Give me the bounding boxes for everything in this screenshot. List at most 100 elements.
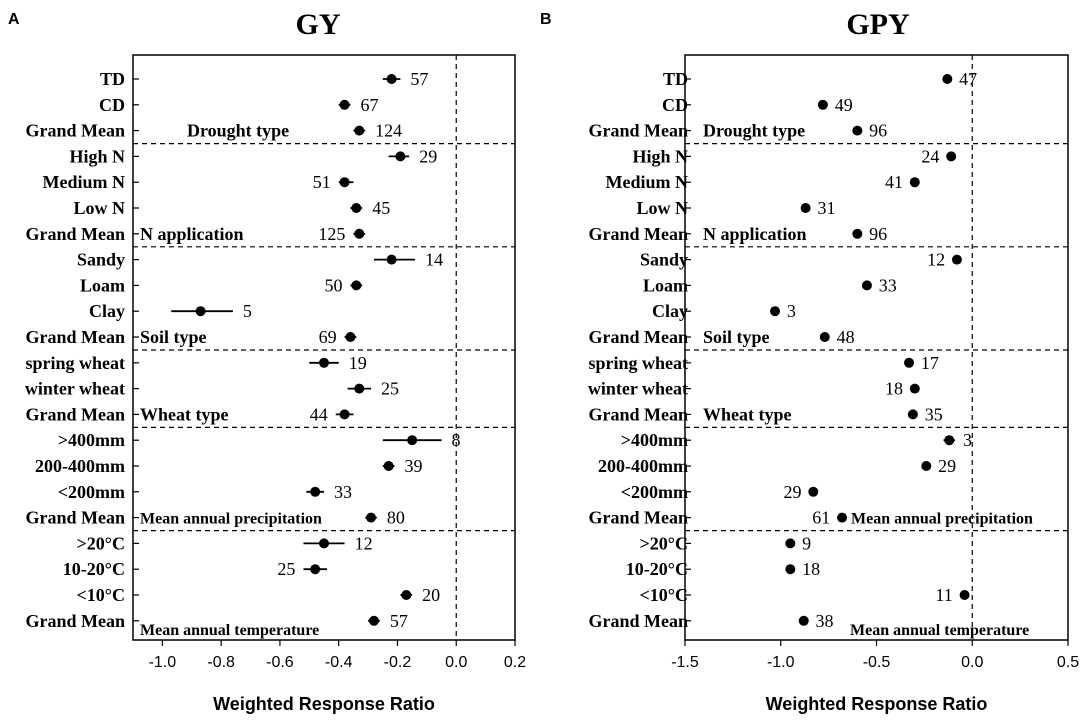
category-label: spring wheat xyxy=(588,353,688,373)
sample-size-label: 57 xyxy=(410,69,428,89)
category-label: Grand Mean xyxy=(588,508,688,528)
x-tick-label: -1.5 xyxy=(671,654,699,671)
sample-size-label: 61 xyxy=(812,508,830,528)
sample-size-label: 29 xyxy=(783,482,801,502)
effect-size-point xyxy=(798,615,809,626)
sample-size-label: 18 xyxy=(802,559,820,579)
sample-size-label: 12 xyxy=(927,250,945,270)
sample-size-label: 12 xyxy=(355,533,373,553)
effect-size-point xyxy=(354,125,365,136)
category-label: 200-400mm xyxy=(35,456,125,476)
x-axis-title: Weighted Response Ratio xyxy=(766,694,988,714)
effect-size-point xyxy=(944,435,955,446)
category-label: Grand Mean xyxy=(588,404,688,424)
category-label: Medium N xyxy=(606,172,689,192)
plot-frame xyxy=(684,54,1069,641)
sample-size-label: 25 xyxy=(381,379,399,399)
category-label: Loam xyxy=(643,275,688,295)
panel-title: GY xyxy=(296,8,341,41)
category-label: Clay xyxy=(89,301,125,321)
effect-size-point xyxy=(921,461,932,471)
effect-size-point xyxy=(354,228,365,239)
effect-size-point xyxy=(946,151,957,162)
sample-size-label: 41 xyxy=(885,172,903,192)
sample-size-label: 57 xyxy=(390,611,408,631)
category-label: Low N xyxy=(73,198,125,218)
effect-size-point xyxy=(339,177,350,188)
x-tick-label: 0.0 xyxy=(961,654,983,671)
category-label: TD xyxy=(100,69,125,89)
sample-size-label: 51 xyxy=(313,172,331,192)
category-label: winter wheat xyxy=(588,379,688,399)
sample-size-label: 29 xyxy=(938,456,956,476)
effect-size-point xyxy=(785,538,796,549)
sample-size-label: 29 xyxy=(419,146,437,166)
sample-size-label: 80 xyxy=(387,508,405,528)
panel-b-gpy: B GPY -1.5 -1.0 -0.5 0.0 0.5 Weighted Response … xyxy=(540,8,1079,714)
sample-size-label: 31 xyxy=(817,198,835,218)
sample-size-label: 14 xyxy=(425,250,443,270)
effect-size-point xyxy=(817,99,828,110)
sample-size-label: 38 xyxy=(816,611,834,631)
sample-size-label: 49 xyxy=(835,95,853,115)
effect-size-point xyxy=(951,254,962,265)
x-tick-label: -0.8 xyxy=(207,654,235,671)
group-label: Drought type xyxy=(703,121,805,141)
effect-size-point xyxy=(383,461,394,471)
sample-size-label: 19 xyxy=(349,353,367,373)
category-label: Sandy xyxy=(640,250,688,270)
category-label: winter wheat xyxy=(25,379,125,399)
category-label: <10°C xyxy=(77,585,125,605)
category-label: 10-20°C xyxy=(626,559,688,579)
effect-size-point xyxy=(904,357,915,368)
category-label: High N xyxy=(69,146,125,166)
sample-size-label: 20 xyxy=(422,585,440,605)
effect-size-point xyxy=(195,306,206,317)
category-label: Grand Mean xyxy=(25,611,125,631)
effect-size-point xyxy=(368,615,379,626)
category-label: Grand Mean xyxy=(588,224,688,244)
sample-size-label: 3 xyxy=(787,301,796,321)
effect-size-point xyxy=(351,203,362,213)
sample-size-label: 11 xyxy=(935,585,952,605)
sample-size-label: 24 xyxy=(921,146,939,166)
sample-size-label: 50 xyxy=(324,275,342,295)
plot-frame xyxy=(132,54,516,641)
effect-size-point xyxy=(959,590,970,600)
category-label: 10-20°C xyxy=(63,559,125,579)
x-tick-label: 0.5 xyxy=(1057,654,1079,671)
x-tick-label: 0.0 xyxy=(445,654,467,671)
group-label: Wheat type xyxy=(703,404,792,424)
category-label: 200-400mm xyxy=(598,456,688,476)
x-tick-label: -0.5 xyxy=(863,654,891,671)
effect-size-point xyxy=(852,125,863,136)
category-label: Grand Mean xyxy=(25,121,125,141)
panel-letter: B xyxy=(540,11,552,28)
panel-a-gy: A GY -1.0 -0.8 -0.6 -0.4 -0.2 0.0 0.2 Weighted Re… xyxy=(8,8,526,714)
effect-size-point xyxy=(386,254,397,265)
sample-size-label: 5 xyxy=(243,301,252,321)
category-label: spring wheat xyxy=(25,353,125,373)
category-label: <200mm xyxy=(58,482,125,502)
group-label: Mean annual precipitation xyxy=(140,511,322,528)
effect-size-point xyxy=(907,409,918,420)
effect-size-point xyxy=(819,332,830,342)
category-label: TD xyxy=(663,69,688,89)
sample-size-label: 39 xyxy=(405,456,423,476)
category-label: >400mm xyxy=(621,430,688,450)
sample-size-label: 8 xyxy=(452,430,461,450)
category-label: >20°C xyxy=(640,533,688,553)
category-label: Grand Mean xyxy=(588,327,688,347)
effect-size-point xyxy=(808,486,819,497)
sample-size-label: 9 xyxy=(802,533,811,553)
sample-size-label: 25 xyxy=(277,559,295,579)
sample-size-label: 96 xyxy=(869,121,887,141)
group-label: Drought type xyxy=(187,121,289,141)
effect-size-point xyxy=(310,564,321,575)
effect-size-point xyxy=(770,306,781,317)
category-label: Grand Mean xyxy=(588,611,688,631)
category-label: >20°C xyxy=(77,533,125,553)
category-label: <10°C xyxy=(640,585,688,605)
category-label: High N xyxy=(632,146,688,166)
effect-size-point xyxy=(319,538,329,549)
